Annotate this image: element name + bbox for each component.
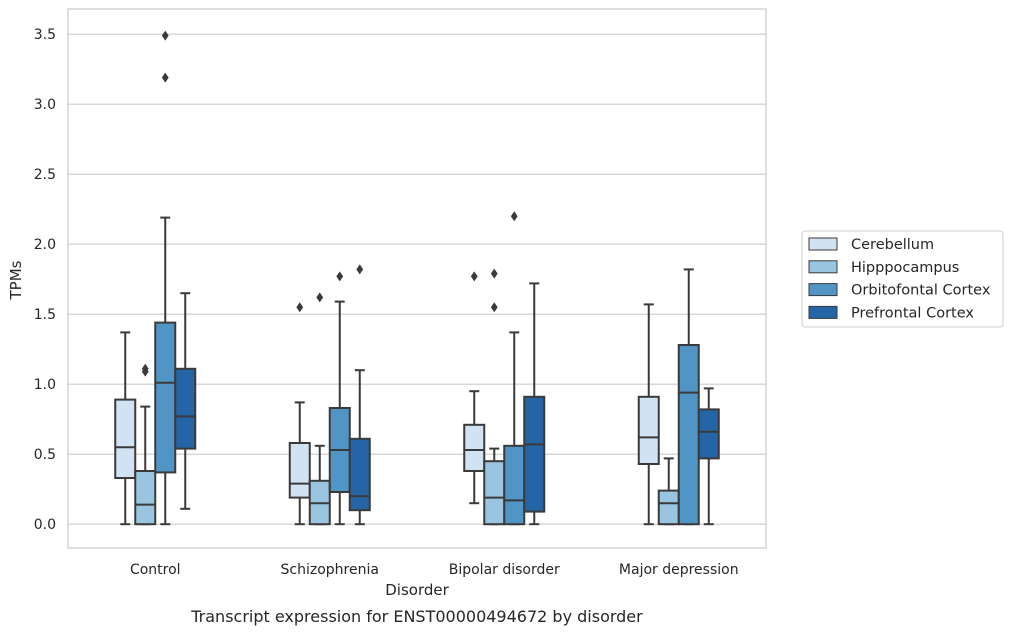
y-tick-label: 0.0 bbox=[34, 517, 56, 533]
outlier-marker bbox=[510, 211, 518, 222]
legend-label: Orbitofontal Cortex bbox=[851, 283, 991, 299]
iqr-box bbox=[523, 395, 546, 513]
box-0-1 bbox=[288, 302, 311, 526]
box-3-0 bbox=[174, 292, 197, 510]
x-tick-label: Control bbox=[130, 562, 181, 578]
box-1-3 bbox=[657, 457, 680, 526]
x-tick-label: Major depression bbox=[619, 562, 739, 578]
outlier-marker bbox=[490, 268, 498, 279]
iqr-box bbox=[463, 423, 486, 472]
box-0-3 bbox=[637, 303, 660, 526]
iqr-box bbox=[657, 489, 680, 526]
box-3-3 bbox=[697, 387, 720, 526]
legend-swatch bbox=[808, 260, 838, 274]
legend-label: Cerebellum bbox=[851, 237, 934, 253]
legend-swatch bbox=[808, 283, 838, 297]
y-tick-label: 2.0 bbox=[34, 237, 56, 253]
legend-swatch bbox=[808, 305, 838, 319]
x-axis-label: Disorder bbox=[385, 581, 449, 599]
outlier-marker bbox=[141, 363, 149, 374]
iqr-box bbox=[483, 460, 506, 526]
box-1-1 bbox=[308, 292, 331, 526]
iqr-box bbox=[503, 444, 526, 526]
x-tick-label: Schizophrenia bbox=[281, 562, 379, 578]
outlier-marker bbox=[336, 271, 344, 282]
y-tick-label: 2.5 bbox=[34, 167, 56, 183]
box-0-0 bbox=[114, 331, 137, 526]
legend: Cerebellum Hipppocampus Orbitofontal Corte… bbox=[801, 230, 1004, 328]
x-tick-label: Bipolar disorder bbox=[449, 562, 560, 578]
iqr-box bbox=[288, 442, 311, 499]
y-tick-label: 0.5 bbox=[34, 447, 56, 463]
outlier-marker bbox=[316, 292, 324, 303]
box-series bbox=[114, 30, 720, 526]
y-tick-label: 1.0 bbox=[34, 377, 56, 393]
outlier-marker bbox=[161, 72, 169, 83]
y-axis-ticks: 0.0 0.5 1.0 1.5 2.0 2.5 3.0 3.5 bbox=[34, 27, 56, 533]
outlier-marker bbox=[490, 302, 498, 313]
box-1-2 bbox=[483, 268, 506, 526]
iqr-box bbox=[348, 437, 371, 512]
legend-label: Prefrontal Cortex bbox=[851, 305, 974, 321]
chart-caption: Transcript expression for ENST0000049467… bbox=[190, 607, 643, 626]
box-3-2 bbox=[523, 282, 546, 526]
iqr-box bbox=[637, 395, 660, 465]
box-3-1 bbox=[348, 264, 371, 526]
iqr-box bbox=[697, 408, 720, 460]
x-axis-ticks: Control Schizophrenia Bipolar disorder Majo… bbox=[130, 562, 739, 578]
plot-frame bbox=[67, 8, 767, 549]
box-2-3 bbox=[677, 268, 700, 526]
y-tick-label: 3.0 bbox=[34, 97, 56, 113]
box-2-2 bbox=[503, 211, 526, 526]
box-0-2 bbox=[463, 271, 486, 505]
legend-swatch bbox=[808, 237, 838, 251]
legend-label: Hipppocampus bbox=[851, 260, 959, 276]
y-tick-label: 3.5 bbox=[34, 27, 56, 43]
iqr-box bbox=[677, 344, 700, 526]
outlier-marker bbox=[161, 30, 169, 41]
box-2-1 bbox=[328, 271, 351, 526]
y-axis-label: TPMs bbox=[7, 260, 25, 300]
box-1-0 bbox=[134, 363, 157, 526]
iqr-box bbox=[114, 398, 137, 480]
legend-frame bbox=[801, 230, 1004, 328]
iqr-box bbox=[154, 321, 177, 474]
outlier-marker bbox=[470, 271, 478, 282]
outlier-marker bbox=[296, 302, 304, 313]
iqr-box bbox=[134, 470, 157, 526]
iqr-box bbox=[174, 367, 197, 450]
y-tick-label: 1.5 bbox=[34, 307, 56, 323]
outlier-marker bbox=[356, 264, 364, 275]
